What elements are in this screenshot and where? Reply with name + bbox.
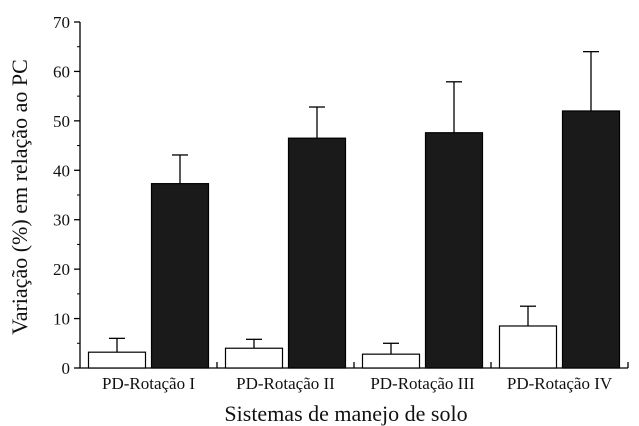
x-tick-label: PD-Rotação I bbox=[102, 374, 195, 393]
bar bbox=[498, 325, 558, 369]
bar bbox=[424, 132, 484, 369]
x-tick-label: PD-Rotação II bbox=[236, 374, 335, 393]
y-tick-label: 60 bbox=[53, 62, 70, 81]
y-tick-label: 20 bbox=[53, 260, 70, 279]
bar bbox=[361, 353, 421, 369]
bar bbox=[87, 351, 147, 369]
y-tick-label: 0 bbox=[62, 359, 71, 378]
y-tick-label: 50 bbox=[53, 112, 70, 131]
y-tick-label: 70 bbox=[53, 13, 70, 32]
y-tick-label: 30 bbox=[53, 211, 70, 230]
y-axis-title: Variação (%) em relação ao PC bbox=[7, 59, 32, 334]
bar bbox=[561, 110, 621, 369]
bar bbox=[287, 137, 347, 369]
y-tick-label: 40 bbox=[53, 161, 70, 180]
x-axis-title: Sistemas de manejo de solo bbox=[224, 401, 467, 426]
x-tick-label: PD-Rotação III bbox=[370, 374, 475, 393]
plot-area: 0 10 20 30 40 50 60 70 PD-Rotação I PD-Rotação II… bbox=[53, 13, 629, 393]
bar bbox=[224, 347, 284, 369]
bar bbox=[150, 183, 210, 369]
y-tick-label: 10 bbox=[53, 310, 70, 329]
x-tick-label: PD-Rotação IV bbox=[507, 374, 613, 393]
